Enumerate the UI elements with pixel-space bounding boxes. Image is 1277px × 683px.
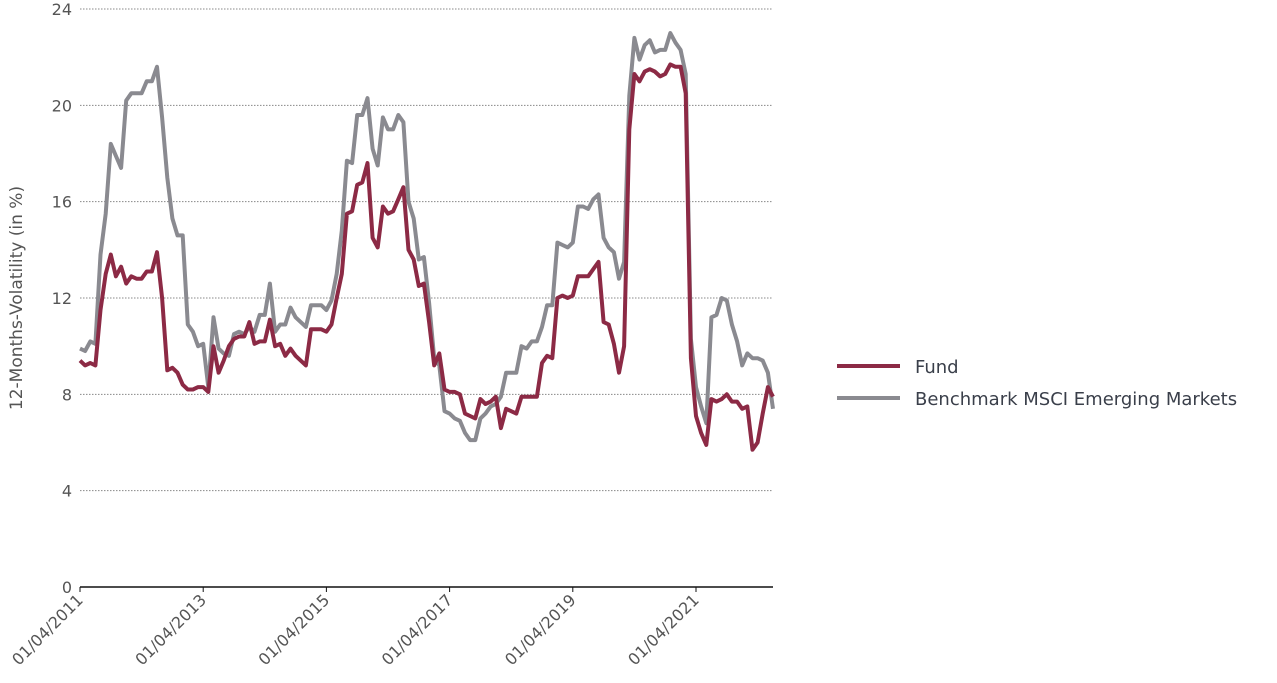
y-tick-label: 16 xyxy=(52,193,72,212)
series-line xyxy=(78,62,775,452)
x-tick-label: 01/04/2015 xyxy=(255,590,334,669)
y-tick-label: 0 xyxy=(62,578,72,597)
x-tick-label: 01/04/2013 xyxy=(131,590,210,669)
y-tick-label: 8 xyxy=(62,385,72,404)
y-tick-label: 24 xyxy=(52,0,72,19)
x-tick-label: 01/04/2021 xyxy=(624,590,703,669)
series-line xyxy=(79,31,775,443)
x-tick-label: 01/04/2017 xyxy=(378,590,457,669)
y-tick-label: 4 xyxy=(62,482,72,501)
x-tick-label: 01/04/2011 xyxy=(8,590,87,669)
y-axis-label: 12-Months-Volatility (in %) xyxy=(7,186,27,410)
y-tick-label: 20 xyxy=(52,96,72,115)
x-tick-label: 01/04/2019 xyxy=(501,590,580,669)
y-tick-label: 12 xyxy=(52,289,72,308)
legend-label: Benchmark MSCI Emerging Markets xyxy=(915,389,1237,410)
legend-label: Fund xyxy=(915,357,959,378)
